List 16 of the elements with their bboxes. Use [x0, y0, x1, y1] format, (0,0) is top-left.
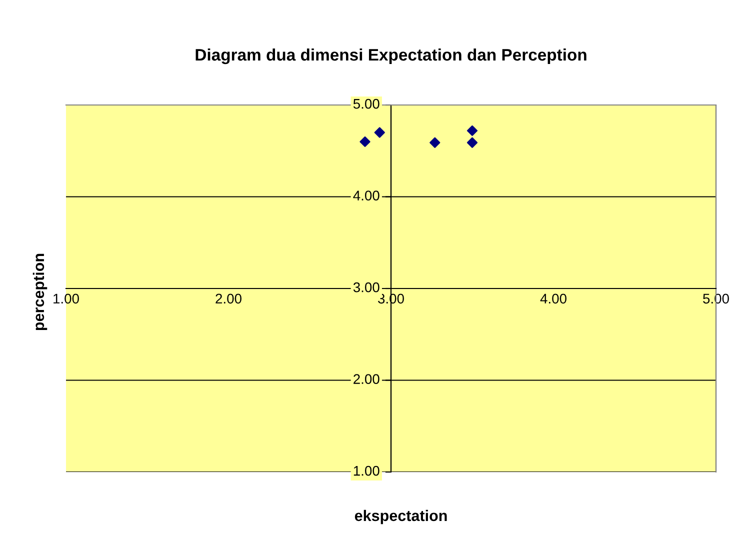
- point: [374, 127, 385, 138]
- chart-title: Diagram dua dimensi Expectation dan Perception: [196, 48, 586, 64]
- y-tick-label: 2.00: [354, 374, 380, 384]
- y-tick-label: 3.00: [353, 282, 380, 292]
- point: [430, 137, 440, 148]
- point: [360, 136, 370, 147]
- point: [466, 125, 478, 136]
- y-axis-title: perception: [32, 254, 48, 330]
- y-tick-label: 5.00: [353, 98, 380, 109]
- y-tick-label: 1.00: [354, 466, 380, 476]
- x-tick-label: 1.00: [54, 294, 79, 304]
- y-tick-label: 4.00: [353, 190, 380, 200]
- x-axis-title: ekspectation: [354, 510, 447, 524]
- x-tick-label: 2.00: [216, 294, 242, 304]
- point: [466, 137, 478, 148]
- x-tick-label: 4.00: [540, 294, 566, 304]
